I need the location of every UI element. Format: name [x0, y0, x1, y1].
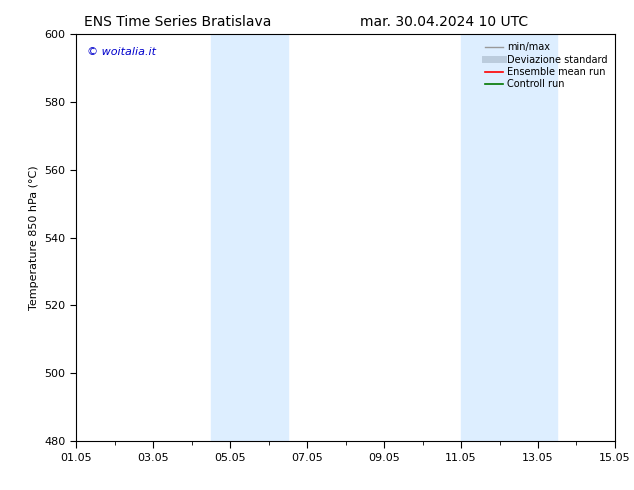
Text: mar. 30.04.2024 10 UTC: mar. 30.04.2024 10 UTC: [359, 15, 528, 29]
Bar: [461, 34, 557, 441]
Bar: [210, 34, 288, 441]
Text: ENS Time Series Bratislava: ENS Time Series Bratislava: [84, 15, 271, 29]
Y-axis label: Temperature 850 hPa (°C): Temperature 850 hPa (°C): [29, 165, 39, 310]
Legend: min/max, Deviazione standard, Ensemble mean run, Controll run: min/max, Deviazione standard, Ensemble m…: [482, 39, 610, 92]
Text: © woitalia.it: © woitalia.it: [87, 47, 156, 56]
